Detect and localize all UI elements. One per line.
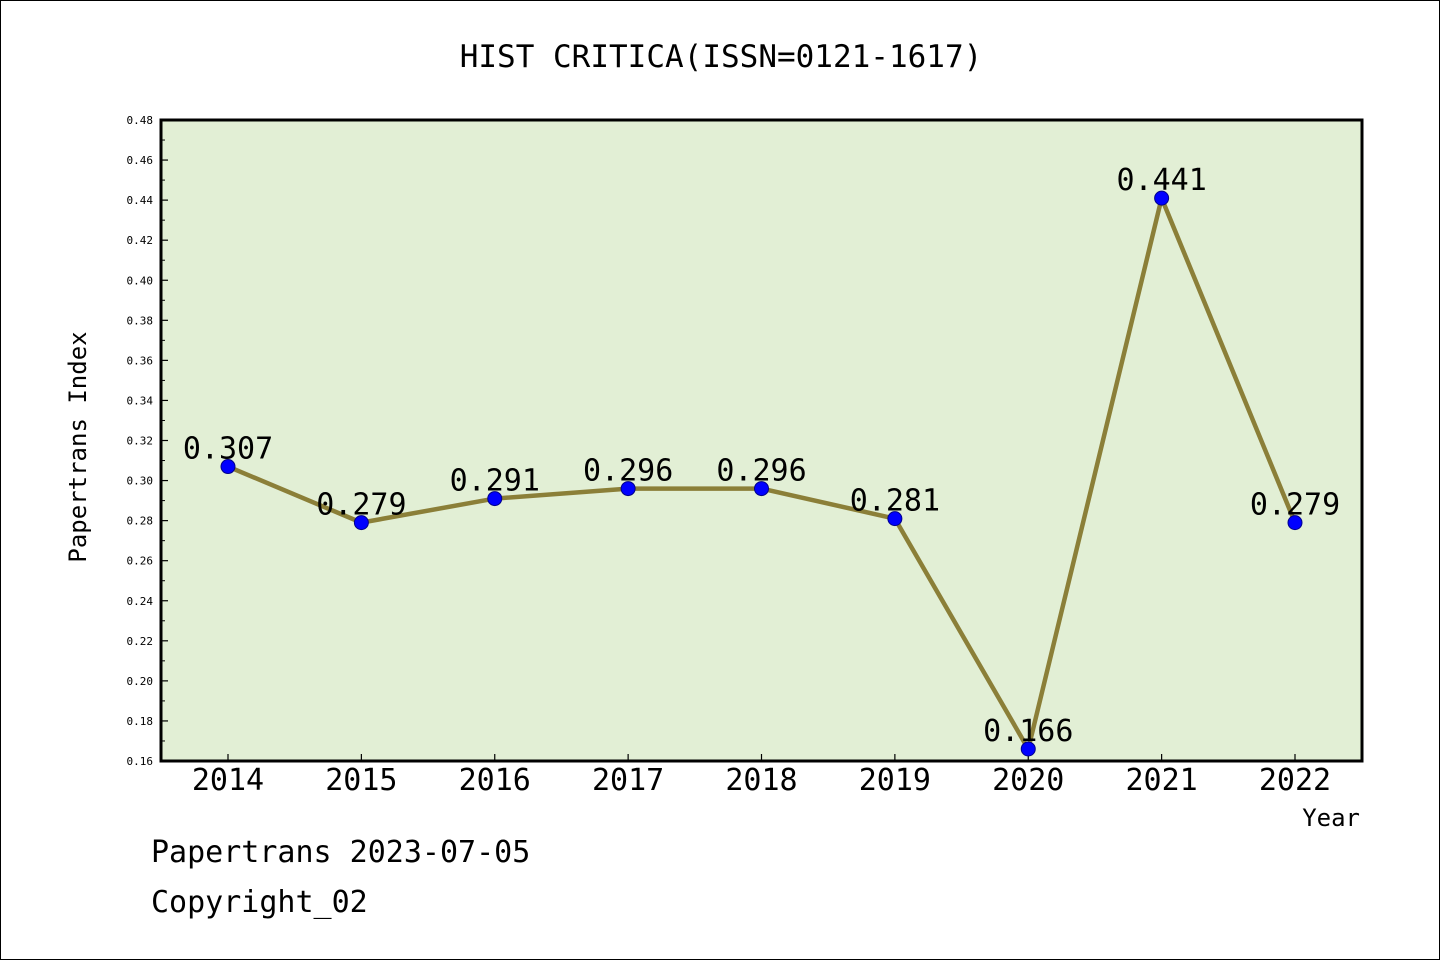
y-axis-label: Papertrans Index (64, 331, 92, 562)
data-label: 0.441 (1116, 163, 1206, 198)
y-tick-label: 0.34 (127, 394, 154, 407)
y-tick-label: 0.40 (127, 274, 154, 287)
series-markers (220, 190, 1303, 757)
x-axis-label: Year (1302, 804, 1360, 832)
x-tick-label: 2020 (992, 763, 1064, 798)
x-tick-label: 2019 (859, 763, 931, 798)
x-tick-label: 2015 (325, 763, 397, 798)
y-tick-label: 0.22 (127, 635, 154, 648)
data-point (887, 511, 903, 527)
data-labels: 0.307 0.279 0.291 0.296 0.296 0.281 0.166 0.441… (183, 163, 1340, 749)
y-tick-label: 0.32 (127, 435, 154, 448)
y-tick-label: 0.16 (127, 755, 154, 768)
y-tick-label: 0.26 (127, 555, 154, 568)
plot-area (159, 118, 1364, 763)
data-point (1154, 190, 1170, 206)
x-tick-label: 2016 (459, 763, 531, 798)
y-tick-label: 0.42 (127, 234, 154, 247)
y-tick-label: 0.46 (127, 154, 154, 167)
data-point (1020, 741, 1036, 757)
x-tick-label: 2022 (1259, 763, 1331, 798)
x-tick-label: 2014 (192, 763, 264, 798)
y-tick-label: 0.36 (127, 354, 154, 367)
y-axis: 0.16 0.18 0.20 0.22 0.24 0.26 0.28 0.30 0.32 0.34… (127, 114, 168, 768)
data-point (353, 515, 369, 531)
x-tick-label: 2018 (725, 763, 797, 798)
data-label: 0.296 (583, 454, 673, 489)
data-point (487, 491, 503, 507)
data-label: 0.279 (1250, 488, 1340, 523)
data-label: 0.296 (716, 454, 806, 489)
data-point (754, 481, 769, 497)
y-tick-label: 0.38 (127, 314, 154, 327)
footer-date: Papertrans 2023-07-05 (151, 835, 531, 870)
y-tick-label: 0.20 (127, 675, 154, 688)
data-point (620, 481, 636, 497)
x-tick-label: 2017 (592, 763, 664, 798)
data-label: 0.166 (983, 714, 1073, 749)
y-tick-label: 0.18 (127, 715, 154, 728)
x-axis: 2014 2015 2016 2017 2018 2019 2020 2021 2022 (192, 754, 1331, 798)
data-label: 0.279 (316, 488, 406, 523)
y-tick-label: 0.28 (127, 515, 154, 528)
data-label: 0.291 (450, 464, 540, 499)
data-point (220, 459, 236, 475)
y-tick-label: 0.44 (127, 194, 154, 207)
y-tick-label: 0.48 (127, 114, 154, 127)
data-label: 0.307 (183, 432, 273, 467)
data-label: 0.281 (850, 484, 940, 519)
chart-title: HIST CRITICA(ISSN=0121-1617) (460, 39, 983, 75)
y-tick-label: 0.24 (127, 595, 154, 608)
data-point (1287, 515, 1303, 531)
y-tick-label: 0.30 (127, 475, 154, 488)
x-tick-label: 2021 (1126, 763, 1198, 798)
footer-copyright: Copyright_02 (151, 885, 368, 920)
